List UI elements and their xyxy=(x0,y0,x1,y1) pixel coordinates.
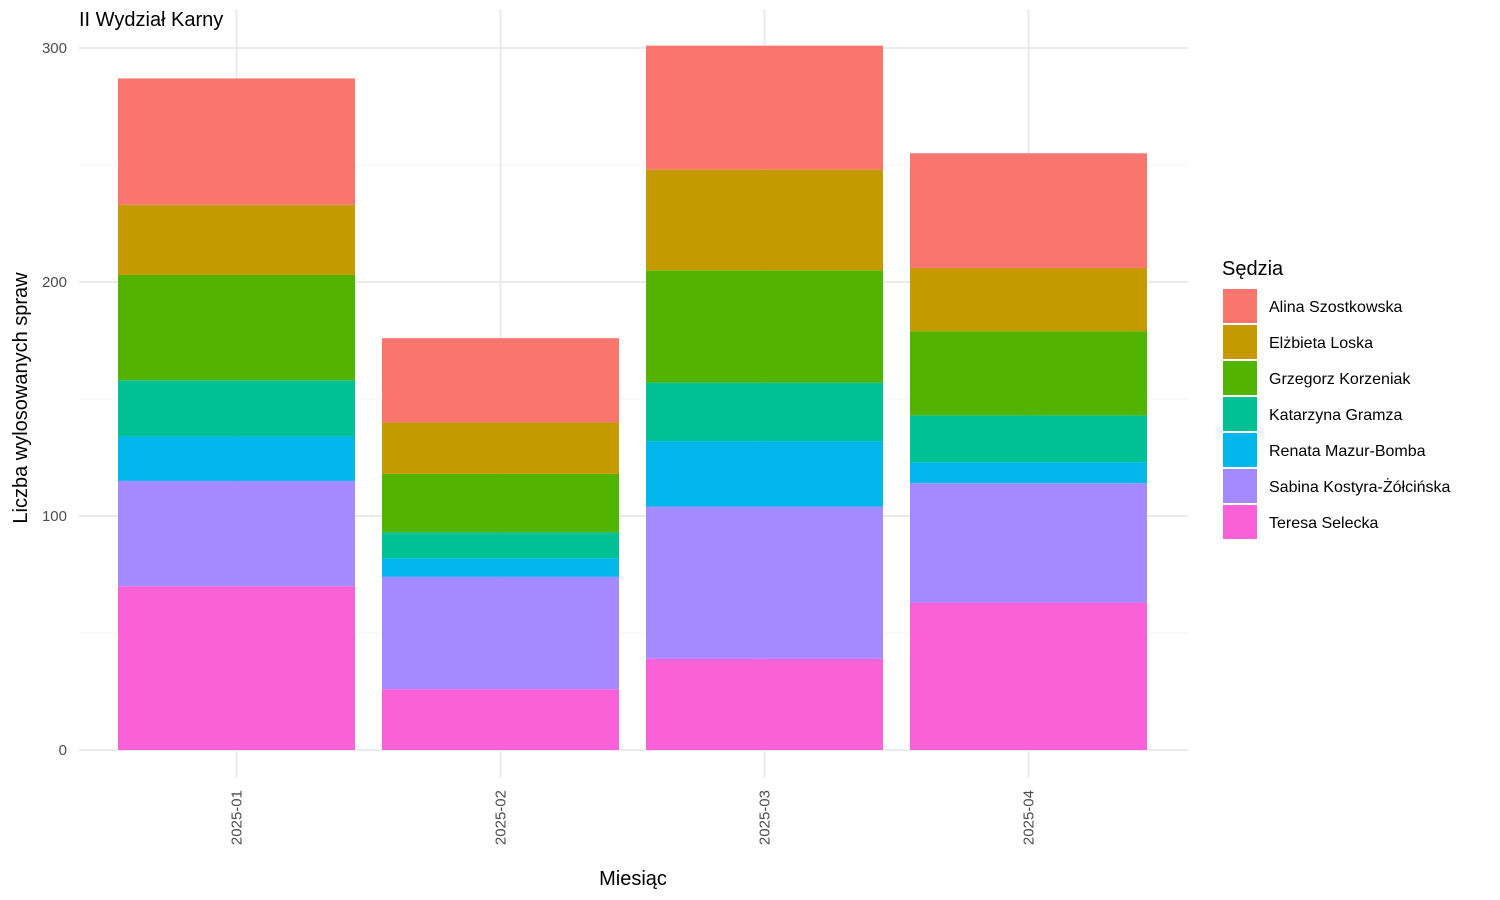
bar-segment xyxy=(382,576,619,690)
bar-segment xyxy=(646,169,883,271)
legend-swatch xyxy=(1223,469,1257,503)
bar-segment xyxy=(910,331,1147,416)
bar-segment xyxy=(118,380,355,437)
y-axis-title: Liczba wylosowanych spraw xyxy=(10,272,32,524)
chart-title: II Wydział Karny xyxy=(79,9,223,31)
legend-label: Renata Mazur-Bomba xyxy=(1269,443,1426,460)
bar-segment xyxy=(646,382,883,442)
bar-segment xyxy=(382,532,619,559)
bar-segment xyxy=(910,602,1147,750)
bar-segment xyxy=(118,480,355,587)
bar-segment xyxy=(910,267,1147,332)
y-tick-label: 100 xyxy=(42,508,67,525)
bar-segment xyxy=(910,462,1147,484)
bar-segment xyxy=(910,153,1147,268)
y-tick-label: 300 xyxy=(42,40,67,57)
bar-segment xyxy=(910,483,1147,603)
bar-segment xyxy=(646,506,883,659)
bar-segment xyxy=(118,78,355,205)
bar-segment xyxy=(646,270,883,383)
legend-swatch xyxy=(1223,397,1257,431)
bar-segment xyxy=(646,658,883,750)
y-tick-labels: 0 100 200 300 xyxy=(42,40,67,759)
legend-label: Elżbieta Loska xyxy=(1269,335,1373,352)
bar-segment xyxy=(382,689,619,750)
bar-segment xyxy=(382,422,619,474)
bar-segment xyxy=(118,586,355,750)
legend-swatch xyxy=(1223,433,1257,467)
x-tick-labels: 2025-01 2025-02 2025-03 2025-04 xyxy=(229,790,1038,845)
legend-label: Katarzyna Gramza xyxy=(1269,407,1402,424)
legend-swatch xyxy=(1223,289,1257,323)
x-tick-label: 2025-04 xyxy=(1021,790,1038,845)
x-tick-label: 2025-03 xyxy=(757,790,774,845)
bar-segment xyxy=(118,436,355,481)
bars xyxy=(118,45,1147,750)
x-axis-title: Miesiąc xyxy=(599,868,667,890)
x-tick-label: 2025-02 xyxy=(493,790,510,845)
bar-segment xyxy=(382,473,619,533)
legend-label: Teresa Selecka xyxy=(1269,515,1378,532)
bar-segment xyxy=(646,441,883,507)
bar-segment xyxy=(118,274,355,381)
legend-title: Sędzia xyxy=(1222,258,1284,280)
legend-swatch xyxy=(1223,361,1257,395)
legend-label: Grzegorz Korzeniak xyxy=(1269,371,1411,388)
y-tick-label: 200 xyxy=(42,274,67,291)
x-tick-label: 2025-01 xyxy=(229,790,246,845)
bar-segment xyxy=(910,415,1147,463)
bar-segment xyxy=(382,558,619,577)
bar-segment xyxy=(118,204,355,275)
legend-swatch xyxy=(1223,505,1257,539)
legend-label: Alina Szostkowska xyxy=(1269,299,1402,316)
legend: Sędzia Alina Szostkowska Elżbieta Loska Gr… xyxy=(1222,258,1451,539)
y-tick-label: 0 xyxy=(59,742,67,759)
bar-segment xyxy=(382,338,619,423)
legend-swatch xyxy=(1223,325,1257,359)
bar-segment xyxy=(646,45,883,170)
legend-label: Sabina Kostyra-Żółcińska xyxy=(1269,477,1451,496)
